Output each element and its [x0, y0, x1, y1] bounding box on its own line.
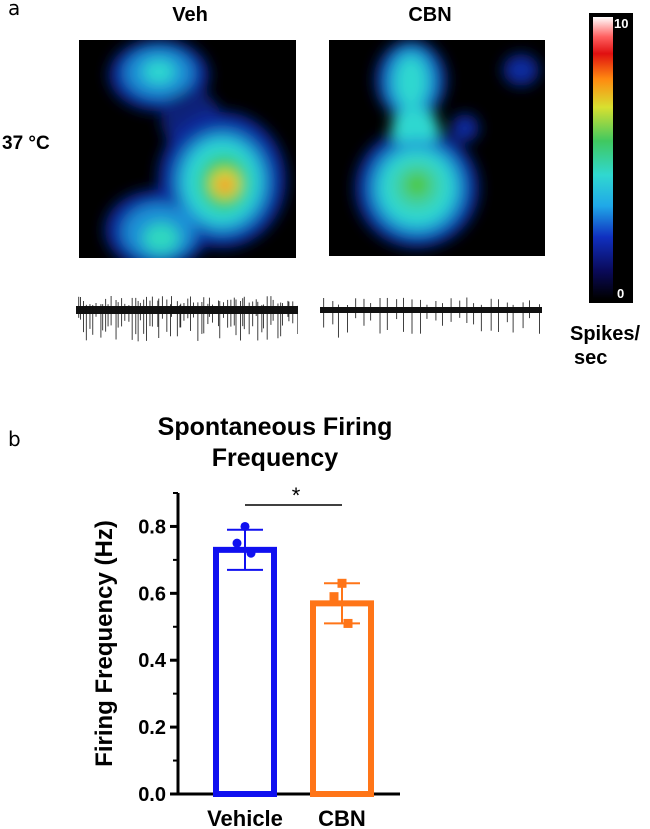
chart-title-line2: Frequency — [211, 444, 339, 472]
cbn-label: CBN — [408, 4, 452, 26]
y-axis-label: Firing Frequency (Hz) — [91, 520, 118, 767]
significance-marker: * — [292, 483, 301, 508]
data-point — [337, 578, 347, 588]
data-point — [232, 538, 242, 548]
colorbar-unit-line2: sec — [574, 347, 608, 369]
chart-title-line1: Spontaneous Firing — [157, 413, 393, 441]
panel-a-letter: a — [8, 0, 21, 20]
colorbar-unit-line1: Spikes/ — [570, 323, 641, 345]
veh-heatmap — [79, 40, 296, 258]
veh-spike-trace — [76, 296, 298, 342]
cbn-spike-trace — [320, 297, 542, 338]
y-tick-label: 0.4 — [138, 650, 167, 672]
colorbar-min-label: 0 — [617, 286, 625, 301]
cbn-heatmap — [329, 40, 545, 256]
colorbar — [589, 13, 633, 303]
y-tick-label: 0.8 — [138, 516, 166, 538]
temperature-label: 37 °C — [2, 133, 50, 154]
data-point — [329, 592, 339, 602]
firing-frequency-chart: 0.0 0.2 0.4 0.6 0.8 Firing Frequency (Hz) Vehi… — [91, 483, 400, 829]
chart-title: Spontaneous Firing Frequency — [110, 412, 440, 474]
y-tick-label: 0.6 — [138, 583, 166, 605]
colorbar-max-label: 10 — [614, 16, 629, 31]
bar-cbn — [310, 600, 374, 797]
y-tick-label: 0.0 — [138, 784, 166, 806]
data-point — [240, 521, 250, 531]
x-tick-label-cbn: CBN — [318, 806, 366, 829]
y-tick-label: 0.2 — [138, 717, 166, 739]
panel-b-letter: b — [8, 427, 21, 451]
x-tick-label-vehicle: Vehicle — [207, 806, 283, 829]
veh-label: Veh — [172, 4, 208, 26]
data-point — [343, 618, 353, 628]
bar-vehicle — [213, 546, 277, 797]
data-point — [246, 548, 256, 558]
